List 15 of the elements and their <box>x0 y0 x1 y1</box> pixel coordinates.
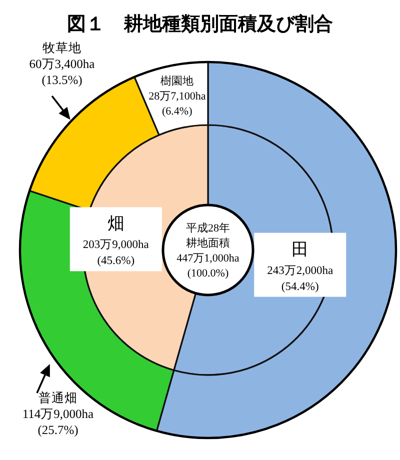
chart-title: 図１ 耕地種類別面積及び割合 <box>67 13 333 35</box>
text: 耕地面積 <box>186 236 230 250</box>
text: (100.0%) <box>187 268 229 280</box>
text: 平成28年 <box>186 222 230 234</box>
slice-label: 普通畑 <box>38 390 78 405</box>
slice-label: 牧草地 <box>42 41 82 55</box>
slice-label: 畑 <box>107 214 124 234</box>
data-label: 60万3,400ha (13.5%) <box>29 57 96 87</box>
data-label: 243万2,000ha (54.4%) <box>267 264 334 293</box>
text: 447万1,000ha <box>176 252 240 264</box>
slice-label: 樹園地 <box>160 74 194 88</box>
data-label: 203万9,000ha (45.6%) <box>82 238 149 268</box>
data-label: 28万7,100ha (6.4%) <box>148 90 206 118</box>
data-label: 114万9,000ha (25.7%) <box>22 407 94 437</box>
slice-label: 田 <box>292 240 309 259</box>
